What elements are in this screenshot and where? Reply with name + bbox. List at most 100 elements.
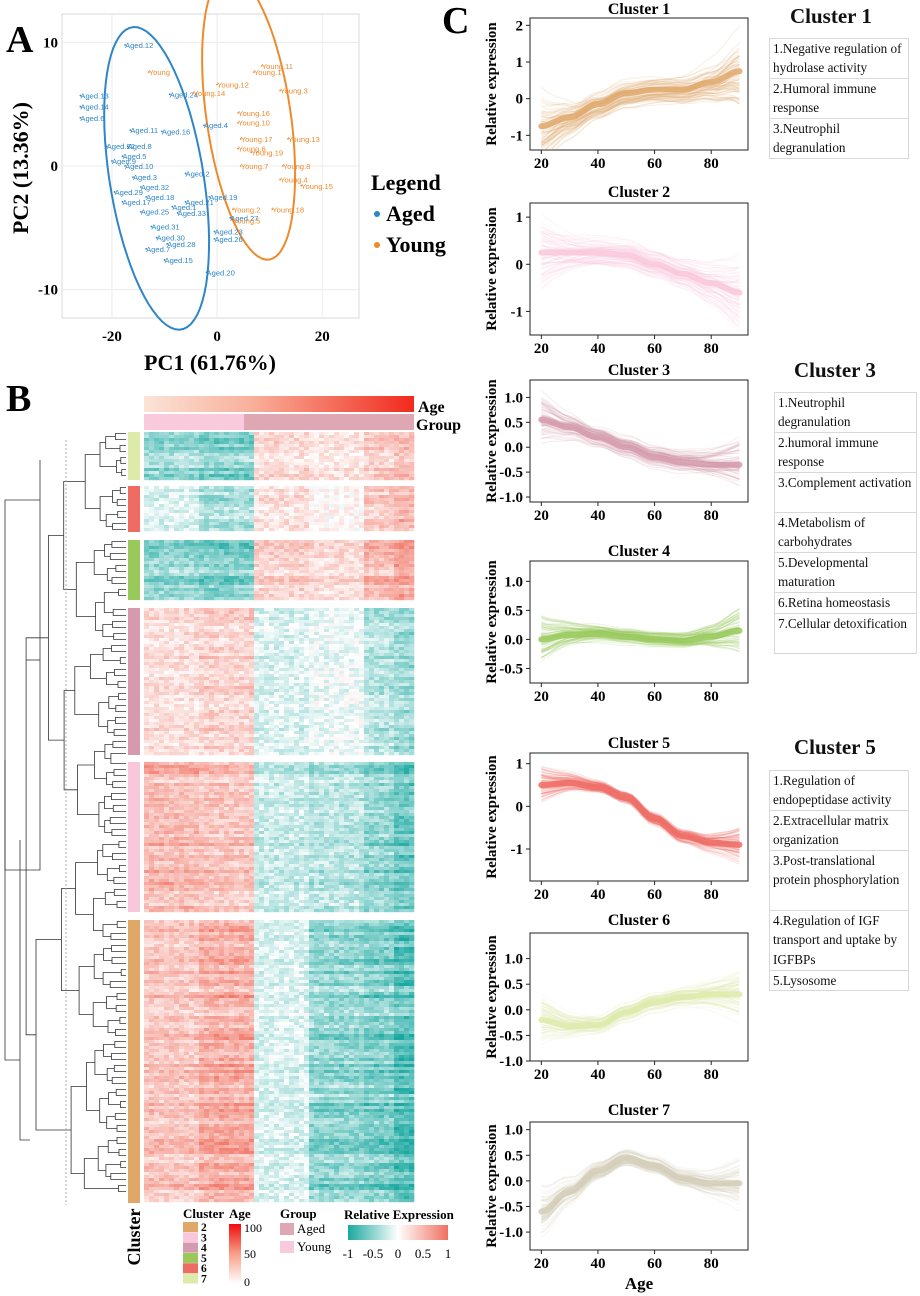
- heat-cell: [209, 686, 215, 690]
- heat-cell: [159, 561, 165, 565]
- heat-cell: [164, 516, 170, 520]
- heat-cell: [279, 438, 285, 442]
- heat-cell: [299, 513, 305, 517]
- heat-cell: [174, 552, 180, 556]
- heat-cell: [229, 662, 235, 666]
- heat-cell: [404, 438, 410, 442]
- heat-cell: [239, 486, 245, 490]
- heat-cell: [144, 662, 150, 666]
- heat-cell: [354, 644, 360, 648]
- heat-cell: [174, 516, 180, 520]
- heat-cell: [219, 594, 225, 598]
- pca-point-label: Aged.31: [151, 223, 179, 232]
- heat-cell: [384, 659, 390, 663]
- heat-cell: [289, 489, 295, 493]
- heat-cell: [409, 474, 415, 478]
- heat-cell: [214, 432, 220, 436]
- heat-cell: [369, 665, 375, 669]
- heat-cell: [314, 546, 320, 550]
- heat-cell: [294, 438, 300, 442]
- heat-cell: [279, 701, 285, 705]
- heat-cell: [374, 677, 380, 681]
- heat-cell: [279, 594, 285, 598]
- heat-cell: [269, 501, 275, 505]
- heat-cell: [339, 713, 345, 717]
- heat-cell: [279, 692, 285, 696]
- heat-cell: [149, 573, 155, 577]
- heat-cell: [159, 608, 165, 612]
- heat-cell: [179, 698, 185, 702]
- heat-cell: [259, 456, 265, 460]
- heat-cell: [399, 647, 405, 651]
- heat-cell: [409, 591, 415, 595]
- heat-cell: [269, 594, 275, 598]
- heat-cell: [224, 540, 230, 544]
- heat-cell: [324, 477, 330, 481]
- heat-cell: [274, 444, 280, 448]
- heat-cell: [189, 519, 195, 523]
- heat-cell: [279, 716, 285, 720]
- heat-cell: [349, 453, 355, 457]
- heat-cell: [409, 659, 415, 663]
- heat-cell: [334, 498, 340, 502]
- heat-cell: [299, 716, 305, 720]
- heat-cell: [394, 552, 400, 556]
- heat-cell: [409, 597, 415, 601]
- heat-cell: [214, 608, 220, 612]
- heat-cell: [314, 513, 320, 517]
- heat-cell: [274, 722, 280, 726]
- heat-cell: [339, 588, 345, 592]
- heat-cell: [204, 540, 210, 544]
- heat-cell: [159, 462, 165, 466]
- heat-cell: [264, 576, 270, 580]
- heat-cell: [209, 632, 215, 636]
- heat-cell: [204, 632, 210, 636]
- heat-cell: [224, 665, 230, 669]
- heat-cell: [249, 614, 255, 618]
- heat-cell: [224, 677, 230, 681]
- heat-cell: [344, 510, 350, 514]
- heat-cell: [219, 626, 225, 630]
- heat-cell: [154, 665, 160, 669]
- heat-cell: [219, 435, 225, 439]
- heat-cell: [264, 522, 270, 526]
- heat-cell: [224, 608, 230, 612]
- heat-cell: [249, 540, 255, 544]
- heat-cell: [244, 713, 250, 717]
- heat-cell: [199, 701, 205, 705]
- heat-cell: [319, 704, 325, 708]
- heat-cell: [399, 623, 405, 627]
- heat-cell: [339, 465, 345, 469]
- heat-cell: [164, 632, 170, 636]
- heat-cell: [194, 540, 200, 544]
- heat-cell: [194, 620, 200, 624]
- heat-cell: [269, 623, 275, 627]
- heat-cell: [264, 564, 270, 568]
- heat-cell: [304, 444, 310, 448]
- heat-cell: [274, 528, 280, 532]
- heat-cell: [214, 719, 220, 723]
- heat-cell: [369, 471, 375, 475]
- heat-cell: [244, 668, 250, 672]
- heat-cell: [394, 686, 400, 690]
- heat-cell: [189, 653, 195, 657]
- heat-cell: [219, 555, 225, 559]
- heat-cell: [409, 504, 415, 508]
- heat-cell: [319, 698, 325, 702]
- heat-cell: [234, 701, 240, 705]
- heat-cell: [319, 614, 325, 618]
- heat-cell: [379, 477, 385, 481]
- heat-cell: [169, 614, 175, 618]
- heat-cell: [189, 623, 195, 627]
- heat-cell: [229, 632, 235, 636]
- heat-cell: [299, 492, 305, 496]
- heat-cell: [229, 644, 235, 648]
- heat-cell: [229, 447, 235, 451]
- heat-cell: [194, 653, 200, 657]
- heat-cell: [229, 570, 235, 574]
- heat-cell: [354, 617, 360, 621]
- heat-cell: [249, 608, 255, 612]
- heat-cell: [384, 689, 390, 693]
- heat-cell: [404, 510, 410, 514]
- heat-cell: [294, 662, 300, 666]
